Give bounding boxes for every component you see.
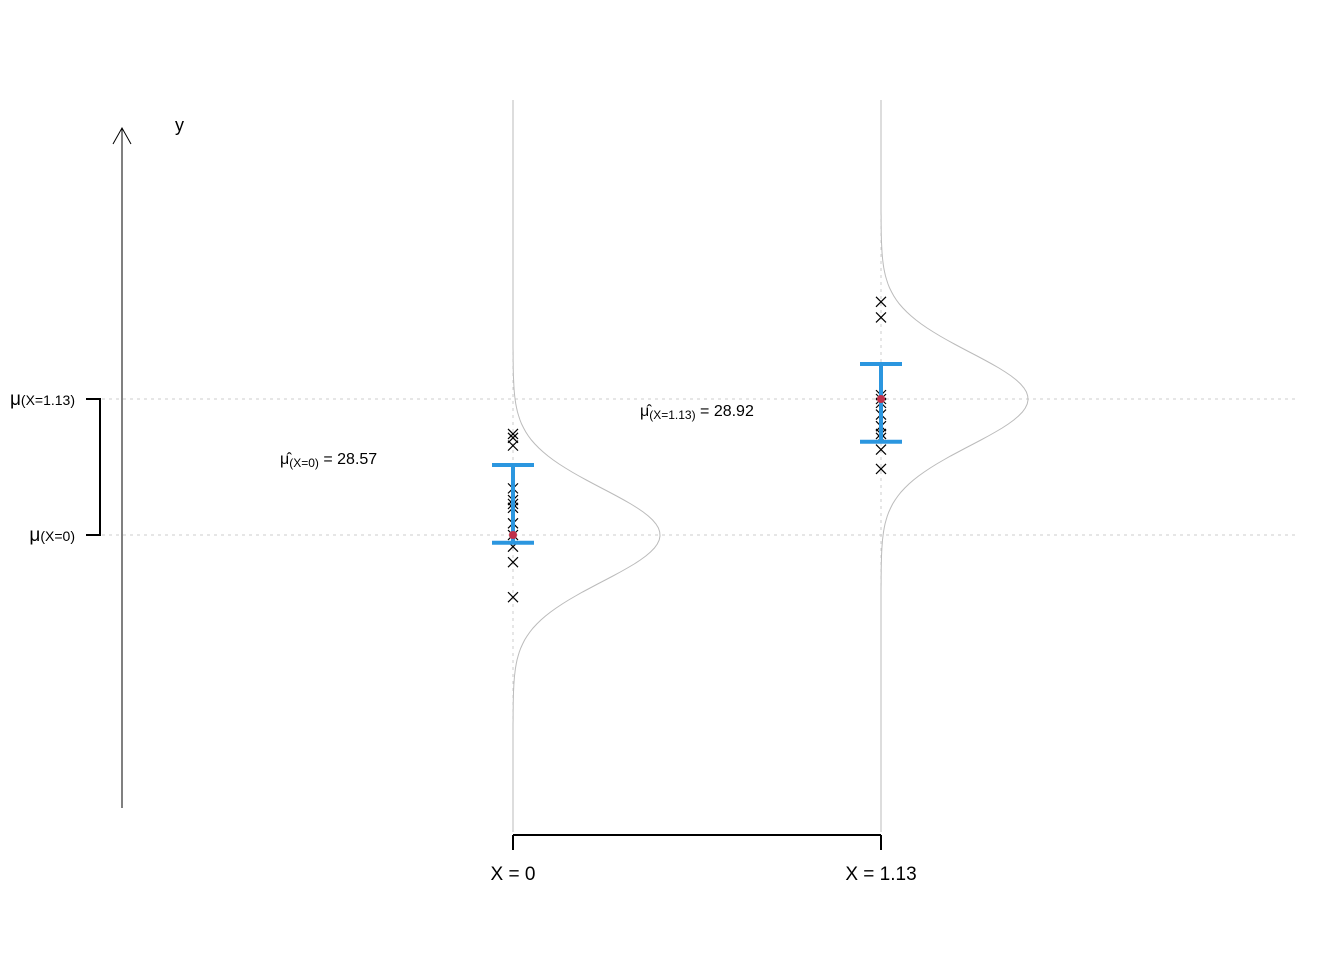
observation-g0-10 [507,556,519,568]
observation-g0-1 [507,432,519,444]
density-curve-1 [880,100,1029,832]
mean-label-1: μ̂(X=1.13) = 28.92 [640,403,754,422]
mean-point-1 [877,395,885,403]
observation-g1-9 [875,444,887,455]
ref-label-1: μ(X=0) [29,525,75,546]
y-axis-arrowhead [112,126,132,145]
density-curve-0 [512,100,661,832]
x-tick-label-0: X = 0 [491,864,536,885]
difference-bracket [86,398,101,536]
y-axis-label: y [175,115,184,135]
ref-label-0: μ(X=1.13) [10,389,75,410]
mean-point-0 [509,531,517,539]
x-tick-label-1: X = 1.13 [845,864,916,885]
observation-g0-11 [507,591,519,603]
observation-g1-1 [875,311,887,323]
observation-g1-10 [875,463,887,475]
observation-g0-0 [507,428,519,440]
observation-g0-2 [507,440,519,452]
mean-label-0: μ̂(X=0) = 28.57 [280,451,377,470]
observation-g1-0 [875,296,887,308]
